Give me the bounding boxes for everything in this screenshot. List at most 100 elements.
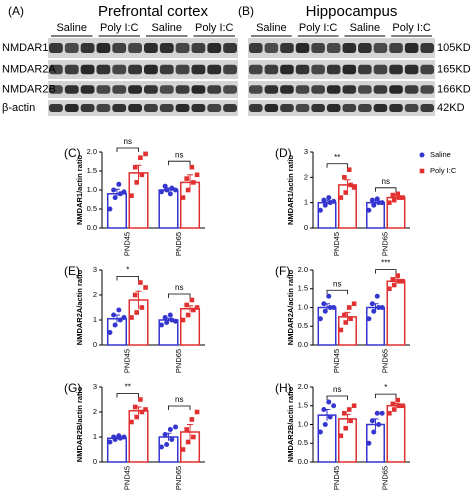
- y-tick-label: 1.0: [298, 302, 308, 311]
- blot-band: [112, 64, 127, 75]
- blot-band: [207, 43, 222, 53]
- blot-band: [358, 104, 372, 112]
- blot-band: [191, 104, 206, 112]
- data-point: [366, 440, 372, 446]
- data-point: [346, 407, 352, 412]
- data-point: [107, 206, 113, 212]
- data-point: [387, 410, 392, 416]
- protein-label: NMDAR2B: [2, 83, 56, 95]
- data-point: [317, 429, 323, 435]
- data-point: [129, 315, 134, 320]
- panel-label: (G): [64, 381, 81, 395]
- blot-band: [249, 104, 263, 112]
- blot-band: [175, 85, 190, 94]
- y-tick-label: 0.5: [298, 321, 308, 330]
- blot-band: [175, 104, 190, 112]
- data-point: [395, 397, 401, 403]
- y-tick-label: 2: [93, 290, 97, 299]
- significance-label: ***: [381, 259, 390, 268]
- blot-band: [342, 43, 357, 53]
- data-point: [343, 320, 349, 325]
- data-point: [143, 407, 148, 412]
- y-tick-label: 0.5: [87, 204, 97, 213]
- data-point: [395, 273, 401, 278]
- group-label: Saline: [151, 22, 182, 34]
- significance-bracket: [116, 393, 139, 398]
- data-point: [390, 277, 396, 282]
- y-tick-label: 2.0: [87, 147, 97, 156]
- data-point: [351, 185, 357, 190]
- data-point: [342, 312, 347, 318]
- panel-label: (F): [275, 264, 290, 278]
- x-tick-label: PND65: [174, 232, 183, 256]
- panel-label: (E): [64, 264, 80, 278]
- data-point: [173, 187, 179, 193]
- data-point: [326, 195, 332, 201]
- blot-title: Hippocampus: [306, 3, 398, 20]
- data-point: [379, 200, 385, 206]
- blot-band: [64, 43, 79, 53]
- blot-strip: [48, 38, 238, 58]
- data-point: [317, 207, 323, 213]
- data-point: [164, 187, 170, 193]
- data-point: [143, 285, 148, 290]
- group-label: Poly I:C: [100, 22, 139, 34]
- data-point: [189, 417, 195, 422]
- data-point: [184, 176, 189, 181]
- blot-band: [295, 64, 310, 75]
- blot-band: [420, 85, 434, 94]
- data-point: [348, 418, 353, 424]
- blot-band: [207, 104, 222, 112]
- x-tick-label: PND65: [174, 349, 183, 373]
- y-tick-label: 0.0: [298, 457, 308, 466]
- data-point: [132, 404, 138, 410]
- blot-band: [311, 43, 325, 53]
- data-point: [184, 302, 189, 308]
- x-tick-label: PND45: [332, 466, 341, 490]
- data-point: [139, 305, 145, 310]
- blot-band: [49, 64, 63, 75]
- blot-band: [159, 43, 174, 53]
- data-point: [191, 180, 196, 185]
- blot-band: [112, 104, 127, 112]
- blot-band: [404, 104, 419, 112]
- blot-band: [373, 64, 388, 75]
- x-tick-label: PND65: [381, 466, 390, 490]
- data-point: [376, 422, 382, 427]
- data-point: [374, 293, 380, 299]
- data-point: [317, 316, 323, 322]
- y-axis-label: NMDAR2B/actin ratio: [286, 386, 295, 462]
- y-tick-label: 0.0: [87, 223, 97, 232]
- group-label: Poly I:C: [299, 22, 338, 34]
- data-point: [326, 399, 332, 405]
- data-point: [162, 183, 168, 189]
- blot-strip: [48, 100, 238, 116]
- x-tick-label: PND45: [123, 232, 132, 256]
- data-point: [395, 191, 401, 197]
- data-point: [351, 301, 357, 307]
- data-point: [167, 427, 173, 432]
- y-tick-label: 3: [93, 382, 97, 391]
- data-point: [138, 155, 143, 160]
- blot-band: [80, 104, 95, 112]
- data-point: [111, 187, 117, 193]
- group-label: Poly I:C: [195, 22, 234, 34]
- data-point: [112, 322, 118, 328]
- data-point: [342, 410, 347, 416]
- blot-band: [128, 64, 142, 75]
- group-label: Saline: [256, 22, 287, 34]
- data-point: [116, 433, 122, 439]
- blot-band: [326, 43, 341, 53]
- data-point: [338, 327, 344, 333]
- data-point: [194, 172, 200, 178]
- data-point: [121, 315, 127, 320]
- data-point: [138, 397, 143, 402]
- data-point: [180, 317, 186, 323]
- blot-band: [358, 85, 372, 94]
- data-point: [129, 419, 134, 425]
- blot-band: [342, 85, 357, 94]
- blot-band: [420, 104, 434, 112]
- data-point: [180, 447, 186, 452]
- data-point: [138, 280, 143, 285]
- data-point: [117, 317, 123, 323]
